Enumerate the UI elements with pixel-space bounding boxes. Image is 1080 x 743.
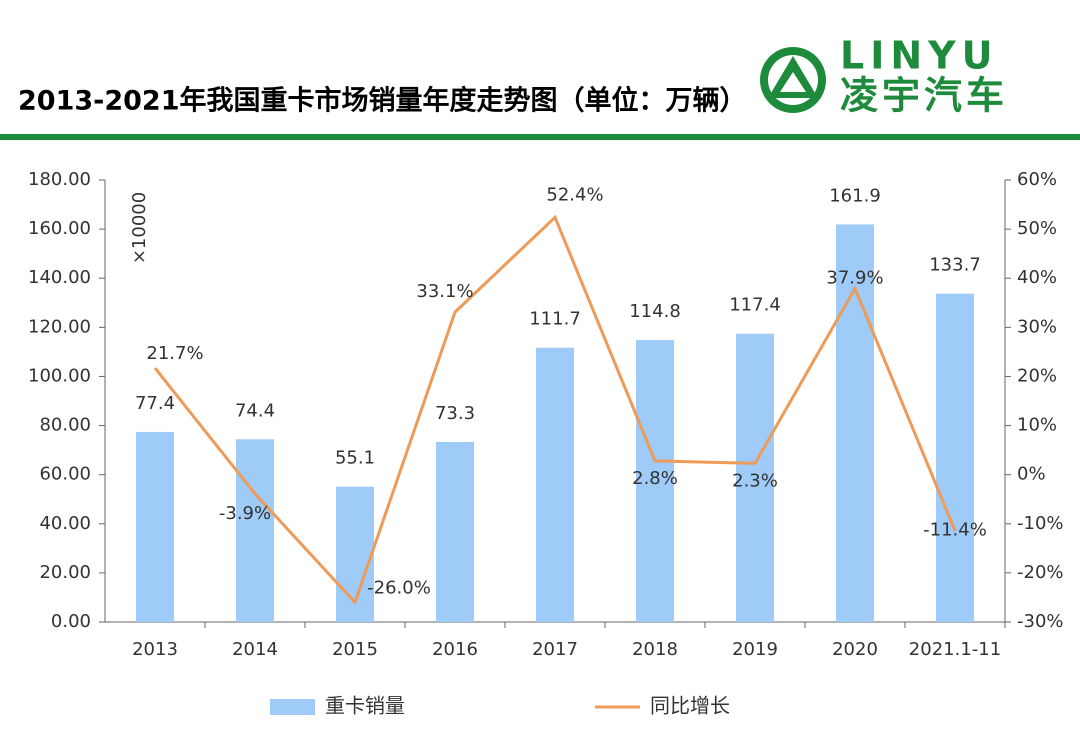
y-tick-label: 120.00 (28, 316, 91, 337)
y-tick-label: 60.00 (39, 464, 91, 485)
y2-tick-label: 10% (1017, 415, 1057, 436)
y-tick-label: 180.00 (28, 169, 91, 190)
header-rule (0, 134, 1080, 140)
bar-value-label: 77.4 (135, 393, 175, 414)
line-value-label: 21.7% (146, 343, 203, 364)
bar-value-label: 114.8 (629, 301, 681, 322)
line-value-label: 2.8% (632, 468, 678, 489)
y-tick-label: 20.00 (39, 562, 91, 583)
bar-value-label: 111.7 (529, 309, 581, 330)
x-tick-label: 2020 (832, 639, 878, 660)
x-tick-label: 2019 (732, 639, 778, 660)
chart-title: 2013-2021年我国重卡市场销量年度走势图（单位：万辆） (18, 85, 747, 117)
line-value-label: 52.4% (546, 184, 603, 205)
line-value-label: -3.9% (219, 503, 271, 524)
line-series (153, 214, 957, 606)
bar (936, 293, 974, 622)
bar (436, 442, 474, 622)
y2-tick-label: -20% (1017, 562, 1064, 583)
y2-tick-label: -30% (1017, 611, 1064, 632)
logo-cn: 凌宇汽车 (840, 74, 1008, 118)
bar-value-label: 133.7 (929, 255, 981, 276)
line-value-label: -26.0% (367, 577, 431, 598)
x-tick-label: 2017 (532, 639, 578, 660)
legend-swatch (270, 699, 315, 715)
x-tick-label: 2018 (632, 639, 678, 660)
line-value-label: 33.1% (416, 281, 473, 302)
y2-tick-label: 40% (1017, 267, 1057, 288)
x-tick-label: 2014 (232, 639, 278, 660)
legend-label: 同比增长 (650, 694, 730, 718)
bar-value-label: 73.3 (435, 403, 475, 424)
bar-value-label: 117.4 (729, 295, 781, 316)
x-tick-label: 2013 (132, 639, 178, 660)
y-tick-label: 160.00 (28, 218, 91, 239)
bar (136, 431, 174, 622)
y-tick-label: 100.00 (28, 365, 91, 386)
y2-tick-label: 20% (1017, 365, 1057, 386)
y2-tick-label: 50% (1017, 218, 1057, 239)
logo-en: LINYU (840, 34, 999, 78)
legend-label: 重卡销量 (325, 694, 405, 718)
x-tick-label: 2015 (332, 639, 378, 660)
bar-value-label: 74.4 (235, 400, 275, 421)
y2-tick-label: 30% (1017, 316, 1057, 337)
bar-value-label: 161.9 (829, 185, 881, 206)
y2-tick-label: 60% (1017, 169, 1057, 190)
x-tick-label: 2016 (432, 639, 478, 660)
logo-icon (760, 47, 826, 113)
y-tick-label: 40.00 (39, 513, 91, 534)
line-value-label: 2.3% (732, 470, 778, 491)
y-tick-label: 0.00 (51, 611, 91, 632)
x-tick-label: 2021.1-11 (909, 639, 1001, 660)
bar (636, 340, 674, 622)
bar (236, 439, 274, 622)
bar (736, 333, 774, 622)
y-tick-label: 140.00 (28, 267, 91, 288)
bar (536, 347, 574, 622)
y-tick-label: 80.00 (39, 415, 91, 436)
line-value-label: -11.4% (923, 520, 987, 541)
y2-tick-label: 0% (1017, 464, 1046, 485)
y2-tick-label: -10% (1017, 513, 1064, 534)
bar-value-label: 55.1 (335, 448, 375, 469)
y-unit-label: ×10000 (129, 192, 150, 264)
line-value-label: 37.9% (826, 268, 883, 289)
